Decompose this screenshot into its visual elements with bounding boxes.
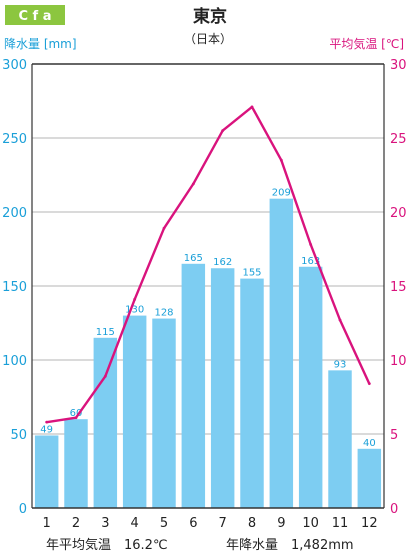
right-tick-label: 15 [390,280,407,295]
precip-bar [240,278,264,508]
annual-temp-summary: 年平均気温 16.2℃ [46,537,168,553]
temperature-point [338,318,342,322]
temperature-point [367,382,371,386]
x-tick-label: 12 [361,516,378,531]
right-tick-label: 5 [390,428,398,443]
left-tick-label: 300 [2,58,27,73]
right-tick-label: 20 [390,206,407,221]
precip-value-label: 40 [363,438,376,449]
precip-value-label: 130 [125,305,144,316]
right-tick-label: 10 [390,354,407,369]
temperature-point [250,105,254,109]
temperature-point [45,420,49,424]
x-tick-label: 1 [43,516,51,531]
left-tick-label: 0 [19,502,27,517]
precip-bar [122,315,147,508]
chart-title: 東京 [193,6,227,27]
climate-badge: C f a [18,9,51,24]
precip-value-label: 155 [242,268,261,279]
precip-bar [34,435,59,508]
precip-bar [357,448,382,508]
left-tick-label: 250 [2,132,27,147]
precip-bar [328,370,352,508]
temperature-point [103,374,107,378]
temperature-point [191,182,195,186]
right-axis-label: 平均気温 [℃] [329,36,404,51]
precip-bar [210,268,235,508]
temperature-point [133,297,137,301]
x-tick-label: 4 [131,516,139,531]
x-tick-label: 7 [219,516,227,531]
precip-value-label: 162 [213,257,232,268]
x-tick-label: 3 [101,516,109,531]
temperature-point [279,158,283,162]
right-tick-label: 30 [390,58,407,73]
precip-bar [181,263,206,508]
chart-subtitle: （日本） [184,32,232,46]
x-tick-label: 9 [277,516,285,531]
precip-bar [152,318,176,508]
x-tick-label: 5 [160,516,168,531]
precip-bar [298,266,323,508]
temperature-line [45,105,371,424]
x-tick-label: 11 [332,516,349,531]
precip-value-label: 49 [40,424,53,435]
x-tick-label: 2 [72,516,80,531]
precip-value-label: 93 [334,359,347,370]
precip-value-label: 163 [301,256,320,267]
annual-precip-summary: 年降水量 1,482mm [226,538,354,553]
precip-value-label: 128 [154,308,173,319]
precip-bar [93,337,118,508]
precip-value-label: 60 [70,408,83,419]
x-tick-label: 6 [189,516,197,531]
precip-bar [64,419,88,508]
left-tick-label: 100 [2,354,27,369]
left-tick-label: 200 [2,206,27,221]
precip-value-label: 165 [184,253,203,264]
bars: 49 60 115 130 128 165 162 155 209 163 93 40 [34,188,382,508]
temperature-series-line [46,105,371,424]
temperature-point [309,243,313,246]
x-tick-label: 10 [302,516,319,531]
temperature-point [74,416,78,420]
precip-value-label: 115 [96,327,115,338]
temperature-point [162,226,166,230]
precip-bar [269,198,294,508]
temperature-point [221,129,225,133]
grid-lines [32,63,384,509]
left-axis-label: 降水量 [mm] [4,37,77,51]
precip-value-label: 209 [272,188,291,199]
right-tick-label: 0 [390,502,398,517]
climate-badge-bg [5,5,65,25]
left-tick-label: 50 [10,428,27,443]
left-tick-label: 150 [2,280,27,295]
x-tick-label: 8 [248,516,256,531]
right-tick-label: 25 [390,132,407,147]
